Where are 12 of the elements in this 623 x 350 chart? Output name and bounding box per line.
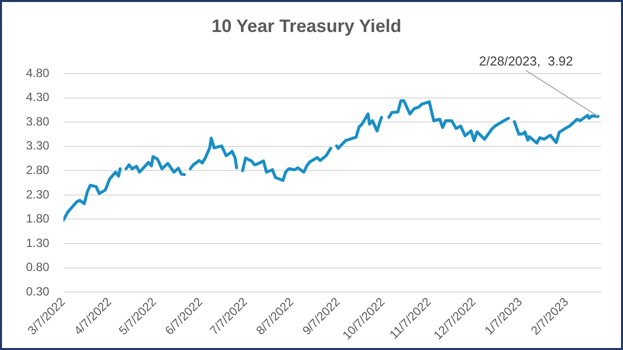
y-tick-label: 4.30 <box>26 90 50 104</box>
y-tick-label: 3.80 <box>26 114 50 128</box>
y-tick-label: 0.30 <box>26 284 50 298</box>
chart-title: 10 Year Treasury Yield <box>212 16 402 36</box>
y-tick-label: 2.80 <box>26 163 50 178</box>
y-tick-label: 1.80 <box>26 212 50 226</box>
annotation: 2/28/2023, 3.92 <box>479 54 574 69</box>
y-tick-label: 2.30 <box>26 187 50 202</box>
y-tick-label: 3.30 <box>26 138 50 153</box>
y-tick-label: 4.80 <box>26 66 50 80</box>
y-tick-label: 0.80 <box>26 260 50 274</box>
y-tick-label: 1.30 <box>26 236 50 250</box>
